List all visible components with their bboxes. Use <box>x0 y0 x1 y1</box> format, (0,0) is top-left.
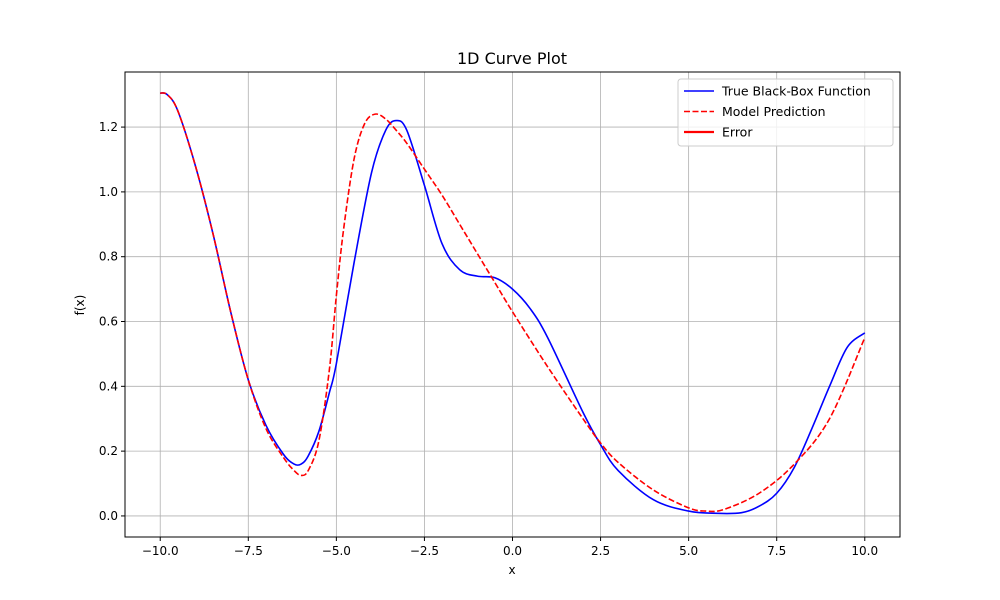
chart-title: 1D Curve Plot <box>457 49 567 68</box>
y-axis-ticks: 0.0 0.2 0.4 0.6 0.8 1.0 1.2 <box>99 120 125 523</box>
x-tick-label: −5.0 <box>322 544 351 558</box>
x-tick-label: 2.5 <box>591 544 610 558</box>
x-tick-label: 5.0 <box>679 544 698 558</box>
series-line-model-prediction <box>160 92 866 513</box>
legend-box <box>677 78 894 147</box>
grid <box>125 72 900 537</box>
y-tick-label: 1.2 <box>99 120 118 134</box>
y-axis-label: f(x) <box>73 295 87 316</box>
y-tick-label: 0.6 <box>99 315 118 329</box>
legend-label: Model Prediction <box>722 104 826 119</box>
series-layer <box>160 92 866 515</box>
y-tick-label: 0.2 <box>99 444 118 458</box>
y-tick-label: 0.4 <box>99 379 118 393</box>
y-tick-label: 0.8 <box>99 250 118 264</box>
x-axis-ticks: −10.0 −7.5 −5.0 −2.5 0.0 2.5 5.0 7.5 10.0 <box>142 537 878 558</box>
series-line-true-black-box-function <box>160 92 866 515</box>
x-tick-label: 10.0 <box>851 544 878 558</box>
y-tick-label: 1.0 <box>99 185 118 199</box>
y-tick-label: 0.0 <box>99 509 118 523</box>
legend-label: True Black-Box Function <box>721 84 871 99</box>
x-tick-label: 0.0 <box>503 544 522 558</box>
x-tick-label: −10.0 <box>142 544 179 558</box>
x-tick-label: −2.5 <box>410 544 439 558</box>
legend-label: Error <box>722 125 753 140</box>
legend: True Black-Box Function Model Prediction E… <box>677 78 894 147</box>
x-tick-label: 7.5 <box>767 544 786 558</box>
x-tick-label: −7.5 <box>234 544 263 558</box>
x-axis-label: x <box>508 563 515 577</box>
